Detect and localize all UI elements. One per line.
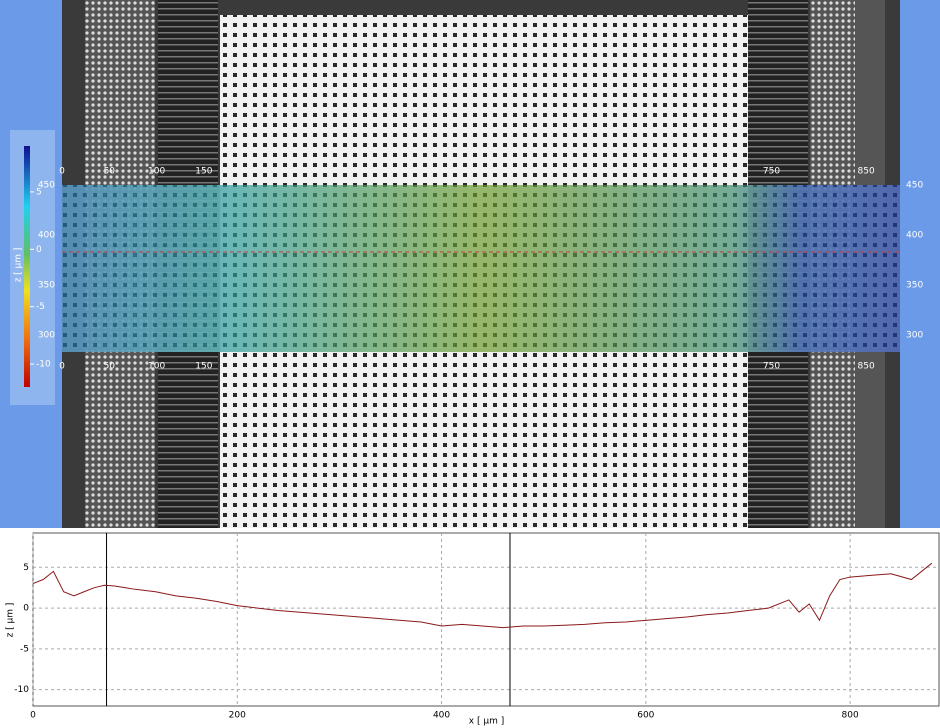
ruler-label: 300 xyxy=(906,331,923,341)
ruler-label: 150 xyxy=(195,167,212,177)
ruler-label: 450 xyxy=(38,181,55,191)
ruler-label: 350 xyxy=(906,281,923,291)
colorbar-title: z [ µm ] xyxy=(14,248,24,283)
ruler-label: 400 xyxy=(38,231,55,241)
ruler-label: 0 xyxy=(59,167,65,177)
ruler-label: 450 xyxy=(906,181,923,191)
ruler-label: 50 xyxy=(104,167,116,177)
x-tick-label: 600 xyxy=(637,711,654,721)
ruler-label: 850 xyxy=(858,167,875,177)
profile-chart: 5 0 -5 -10 0 200 400 600 800 x [ µm ] z [ µm ] xyxy=(6,532,940,727)
colorbar-label: -5 xyxy=(36,302,45,312)
ruler-label: 400 xyxy=(906,231,923,241)
ruler-label: 850 xyxy=(858,362,875,372)
ruler-label: 0 xyxy=(59,362,65,372)
profile-line xyxy=(32,562,933,629)
colorbar-label: 5 xyxy=(36,187,42,197)
y-tick-label: -10 xyxy=(14,685,29,695)
colorbar-label: -10 xyxy=(36,360,51,370)
ruler-label: 100 xyxy=(148,167,165,177)
x-tick-label: 400 xyxy=(433,711,450,721)
ruler-label: 300 xyxy=(38,331,55,341)
y-tick-label: 0 xyxy=(23,604,29,614)
ruler-label: 100 xyxy=(148,362,165,372)
y-tick-label: -5 xyxy=(20,644,29,654)
ruler-label: 50 xyxy=(104,362,116,372)
x-axis-title: x [ µm ] xyxy=(469,717,504,727)
x-tick-label: 800 xyxy=(842,711,859,721)
microscope-image xyxy=(0,0,940,528)
plot-area xyxy=(32,532,940,707)
y-tick-label: 5 xyxy=(23,563,29,573)
colorbar-label: 0 xyxy=(36,245,42,255)
ruler-label: 350 xyxy=(38,281,55,291)
x-tick-label: 200 xyxy=(229,711,246,721)
ruler-label: 750 xyxy=(763,362,780,372)
ruler-label: 750 xyxy=(763,167,780,177)
y-axis-title: z [ µm ] xyxy=(6,603,16,638)
x-tick-label: 0 xyxy=(30,711,36,721)
ruler-label: 150 xyxy=(195,362,212,372)
